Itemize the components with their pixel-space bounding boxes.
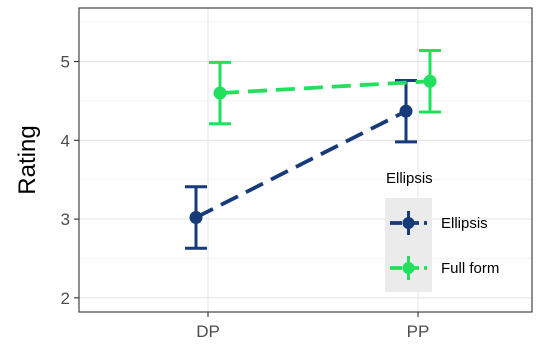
y-tick-label: 4	[61, 131, 70, 150]
data-point	[213, 86, 227, 100]
data-point	[423, 74, 437, 88]
legend: Ellipsis Ellipsis Full form	[385, 170, 499, 292]
data-point	[399, 104, 413, 118]
data-point	[189, 210, 203, 224]
legend-label: Full form	[441, 260, 499, 277]
y-axis-title: Rating	[14, 125, 41, 194]
axes: 2 3 4 5 DP PP	[61, 53, 430, 341]
plot-panel-border	[78, 7, 533, 313]
y-tick-label: 3	[61, 210, 70, 229]
series-line	[195, 109, 407, 220]
legend-key-point	[402, 217, 415, 229]
series-full-form	[209, 49, 441, 126]
legend-key-point	[402, 262, 415, 274]
x-tick-label: DP	[196, 322, 220, 341]
grid	[79, 8, 532, 312]
x-tick-label: PP	[407, 322, 430, 341]
y-tick-label: 2	[61, 289, 70, 308]
legend-title: Ellipsis	[386, 170, 433, 187]
y-tick-label: 5	[61, 53, 70, 72]
legend-label: Ellipsis	[441, 215, 488, 232]
series-ellipsis	[185, 78, 417, 250]
data-marks	[185, 49, 441, 250]
series-line	[219, 79, 431, 95]
